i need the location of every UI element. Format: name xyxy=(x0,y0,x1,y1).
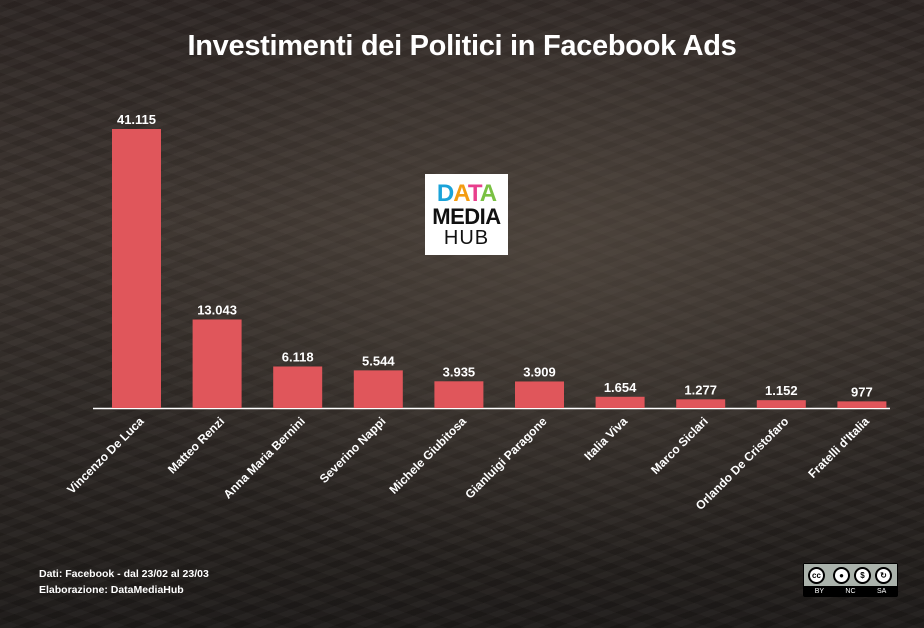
logo-line-media: MEDIA xyxy=(432,203,501,229)
bar xyxy=(756,400,806,408)
bar xyxy=(192,319,242,408)
data-label: 1.277 xyxy=(684,382,717,397)
logo-line-hub: HUB xyxy=(443,226,490,249)
category-label: Orlando De Cristofaro xyxy=(693,414,792,513)
data-label: 41.115 xyxy=(117,112,156,127)
bar xyxy=(515,381,564,408)
bar xyxy=(112,129,161,408)
bar xyxy=(353,370,403,408)
data-label: 13.043 xyxy=(197,302,237,317)
category-label: Marco Siclari xyxy=(648,414,711,477)
bar xyxy=(273,366,323,408)
data-label: 1.654 xyxy=(604,380,637,395)
data-label: 1.152 xyxy=(765,383,798,398)
bar xyxy=(595,396,645,408)
bar xyxy=(837,401,887,408)
license-label-sa: SA xyxy=(876,587,887,595)
category-label: Italia Viva xyxy=(581,414,630,463)
license-label-nc: NC xyxy=(845,587,856,595)
bar xyxy=(676,399,726,408)
category-label: Gianluigi Paragone xyxy=(462,414,549,501)
category-label: Severino Nappi xyxy=(317,414,389,486)
data-label: 977 xyxy=(851,384,873,399)
data-label: 6.118 xyxy=(282,349,314,364)
category-label: Matteo Renzi xyxy=(165,414,227,476)
chart-title: Investimenti dei Politici in Facebook Ad… xyxy=(187,30,737,62)
datamediahub-logo: DATA MEDIA HUB xyxy=(425,174,508,255)
data-label: 5.544 xyxy=(362,353,395,368)
attribution-icon: ● xyxy=(833,567,850,584)
license-label-by: BY xyxy=(814,587,825,595)
data-label: 3.935 xyxy=(443,364,476,379)
category-label: Anna Maria Bernini xyxy=(221,414,308,501)
source-text: Dati: Facebook - dal 23/02 al 23/03 xyxy=(39,568,209,580)
creative-commons-badge: cc ● $ ↻ BY NC SA xyxy=(803,563,898,597)
data-label: 3.909 xyxy=(523,364,556,379)
category-label: Fratelli d'Italia xyxy=(805,414,872,481)
sharealike-icon: ↻ xyxy=(875,567,892,584)
logo-line-data: DATA xyxy=(436,179,497,207)
category-label: Vincenzo De Luca xyxy=(64,414,147,497)
noncommercial-icon: $ xyxy=(854,567,871,584)
credit-text: Elaborazione: DataMediaHub xyxy=(39,584,184,596)
bar xyxy=(434,381,484,408)
category-label: Michele Giubitosa xyxy=(387,414,470,497)
cc-icon: cc xyxy=(808,567,825,584)
source-notes: Dati: Facebook - dal 23/02 al 23/03 Elab… xyxy=(39,566,209,598)
